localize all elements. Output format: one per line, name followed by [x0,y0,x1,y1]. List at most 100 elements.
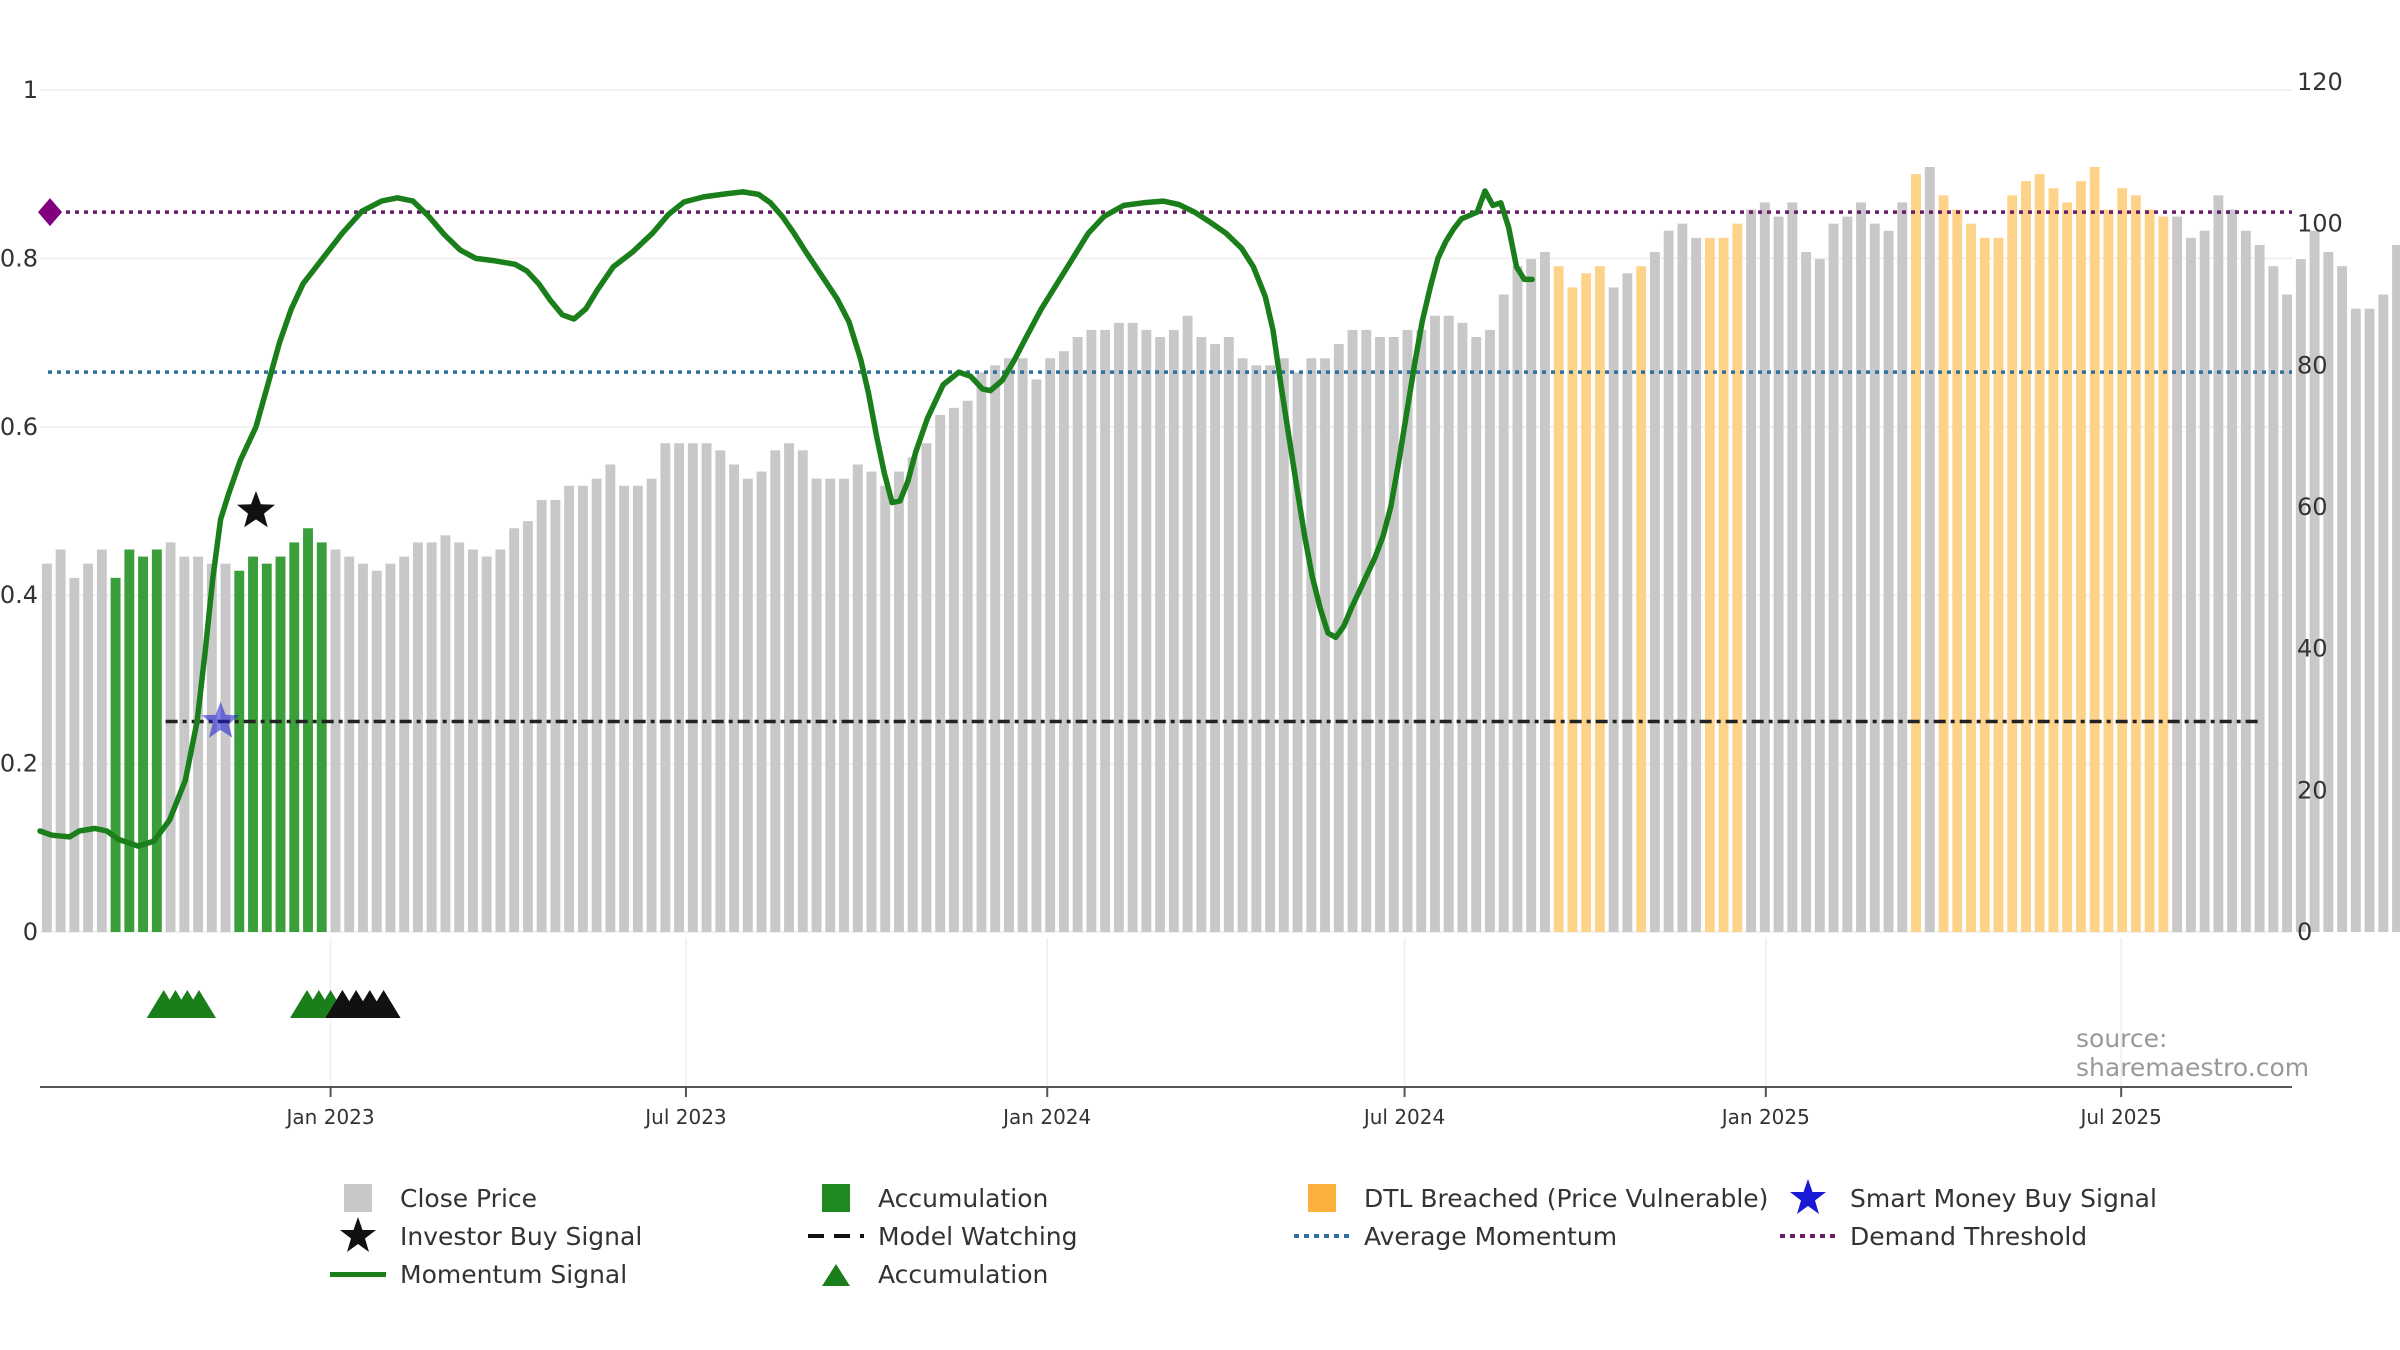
price-bar [69,577,80,932]
price-bar [2240,230,2251,932]
price-bar [1306,358,1317,932]
price-bar [1278,358,1289,932]
price-bar [1251,365,1262,932]
left-tick-label: 0.2 [0,750,38,778]
price-bar [687,443,698,932]
price-bar [2034,174,2045,933]
price-bar [1457,322,1468,932]
price-bar [2268,266,2279,933]
price-bar [234,570,245,932]
price-bar [2199,230,2210,932]
left-tick-label: 1 [23,76,38,104]
legend-demand-threshold[interactable]: Demand Threshold [1780,1218,2087,1254]
price-bar [1196,337,1207,932]
price-bar [2048,188,2059,932]
price-bar [2227,209,2238,932]
price-bar [1031,379,1042,932]
price-bar [275,556,286,932]
legend-investor-buy[interactable]: Investor Buy Signal [330,1217,642,1254]
price-bar [1938,195,1949,933]
legend-dtl-breached[interactable]: DTL Breached (Price Vulnerable) [1294,1180,1768,1216]
legend: Close Price Investor Buy Signal Momentum… [0,1179,2400,1340]
price-bar [1636,266,1647,933]
price-bar [564,485,575,932]
price-bar [96,549,107,932]
price-bar [2309,230,2320,932]
legend-close-price[interactable]: Close Price [330,1180,537,1216]
price-bar [1842,216,1853,933]
legend-label: Accumulation [878,1259,1049,1289]
price-bar [1622,273,1633,932]
green-triangle-icon [822,1264,850,1286]
legend-accumulation[interactable]: Accumulation [808,1180,1048,1216]
price-bar [1828,223,1839,932]
reference-lines [38,198,2292,724]
price-bar [1801,252,1812,932]
price-bar [193,556,204,932]
price-bar [138,556,149,932]
legend-average-momentum[interactable]: Average Momentum [1294,1218,1617,1254]
price-bar [1553,266,1564,933]
blue-dotted-line-icon [1294,1234,1350,1238]
price-bar [248,556,258,932]
price-bar [2350,308,2361,933]
legend-label: Close Price [400,1183,538,1213]
x-tick-label: Jul 2023 [643,1105,726,1129]
legend-smart-money[interactable]: Smart Money Buy Signal [1780,1179,2157,1216]
legend-model-watching[interactable]: Model Watching [808,1218,1078,1254]
price-bar [1581,273,1592,932]
price-bar [509,528,520,932]
price-bar [1498,294,1509,932]
source-credit: source: sharemaestro.com [2076,1024,2310,1082]
price-bar [481,556,492,932]
price-bar [1058,351,1069,933]
left-tick-label: 0.6 [0,413,38,441]
price-bar [385,563,396,932]
price-bar [1691,237,1702,933]
price-bar [1856,202,1866,932]
price-bar [399,556,410,932]
price-bar [2378,294,2389,932]
price-bar [729,464,740,932]
price-bar [2295,259,2306,932]
price-bar [179,556,190,932]
price-bar [454,542,465,932]
price-bar [2075,181,2086,932]
price-bar [701,443,712,932]
price-bar [2323,252,2334,932]
price-bar [1100,329,1111,933]
price-bar [151,549,162,932]
momentum-signal-line [37,188,1535,849]
price-bar [1003,358,1014,932]
price-bar [852,464,863,932]
price-bar [1718,237,1729,933]
price-bar [165,542,176,932]
gray-square-icon [344,1184,372,1212]
price-bar [2158,216,2169,933]
price-bar [1402,329,1413,933]
price-bar [632,485,643,932]
legend-accumulation-marker[interactable]: Accumulation [808,1256,1048,1292]
model-watching-triangle [366,990,401,1018]
price-bar [935,414,946,933]
legend-momentum-signal[interactable]: Momentum Signal [330,1256,627,1292]
price-bar [1787,202,1798,932]
price-bar [1168,329,1179,933]
price-bar [220,563,231,932]
price-bar [2337,266,2348,933]
price-bar [1649,252,1660,932]
price-bar [825,478,836,932]
green-square-icon [822,1184,850,1212]
signal-markers [201,491,275,738]
price-bar [1567,287,1578,933]
legend-label: Demand Threshold [1850,1221,2088,1251]
right-tick-label: 0 [2297,918,2312,946]
price-bar [206,563,217,932]
price-bar [1127,322,1138,932]
left-tick-label: 0.8 [0,244,38,272]
price-bar [619,485,630,932]
green-line-icon [330,1271,386,1277]
price-bar [1883,230,1894,932]
price-bar [303,528,313,932]
price-bar [1347,329,1358,933]
